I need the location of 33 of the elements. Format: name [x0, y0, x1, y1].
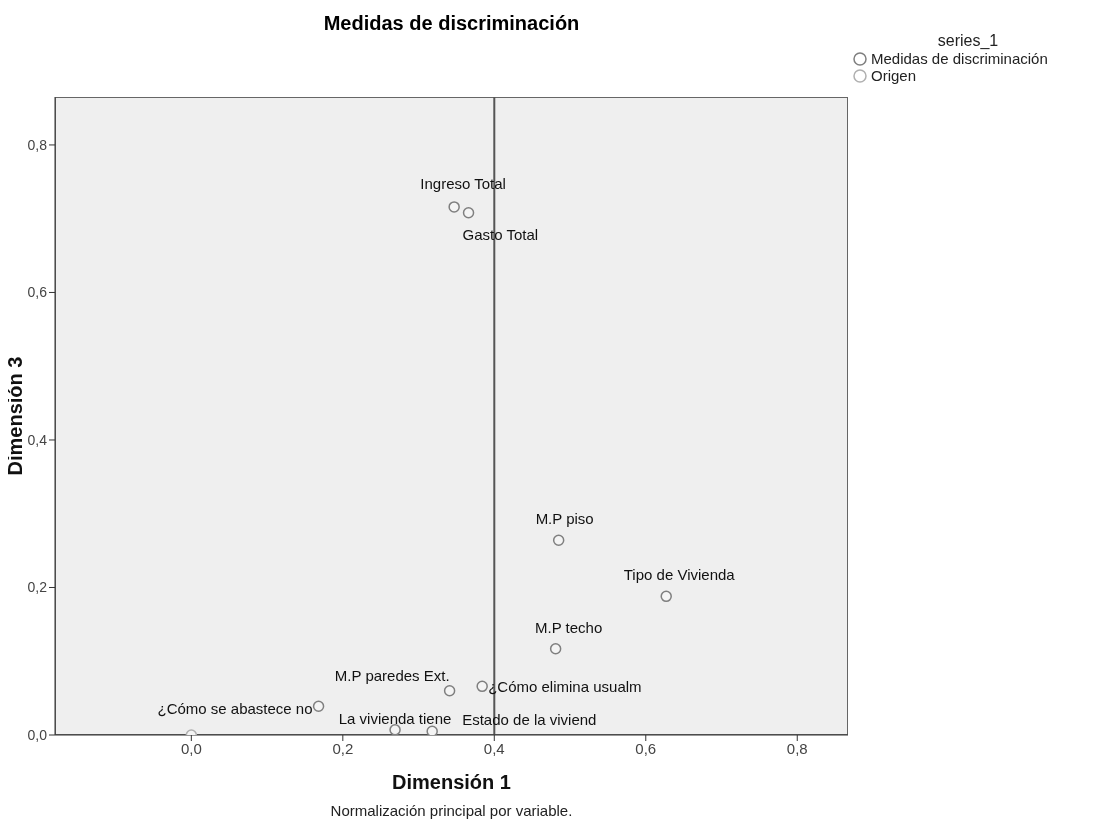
point [443, 685, 456, 697]
y-tick-label: 0,8 [27, 136, 48, 153]
annotation: M.P techo [535, 618, 603, 636]
point [426, 725, 438, 735]
point [312, 700, 325, 712]
point [660, 590, 672, 603]
y-tick-label: 0,0 [27, 726, 48, 743]
y-axis-title: Dimensión 3 [4, 356, 26, 476]
point [476, 680, 488, 693]
annotation: ¿Cómo se abastece no [157, 700, 313, 718]
point [389, 724, 401, 735]
y-tick-label: 0,6 [27, 284, 48, 301]
x-tick-label: 0,8 [786, 739, 808, 757]
point [549, 642, 562, 655]
x-tick-label: 0,2 [332, 739, 354, 757]
x-axis-title: Dimensión 1 [392, 771, 511, 793]
annotation: M.P piso [535, 510, 594, 528]
point [448, 201, 460, 213]
point [552, 534, 565, 547]
y-tick-label: 0,4 [27, 431, 48, 448]
annotation: La vivienda tiene [338, 709, 452, 727]
chart-title: Medidas de discriminación [322, 12, 581, 35]
text: Normalización principal por variable. [330, 802, 573, 819]
legend-label: Origen [871, 67, 917, 84]
annotation: M.P paredes Ext. [334, 666, 450, 684]
legend-label: Medidas de discriminación [871, 50, 1048, 67]
x-tick-label: 0,4 [483, 739, 505, 757]
x-tick-label: 0,6 [635, 739, 657, 757]
legend-title: series_1 [936, 32, 1000, 50]
x-tick-label: 0,0 [180, 739, 202, 757]
y-tick-label: 0,2 [27, 579, 48, 596]
annotation: Tipo de Vivienda [623, 566, 736, 584]
point [462, 207, 475, 219]
